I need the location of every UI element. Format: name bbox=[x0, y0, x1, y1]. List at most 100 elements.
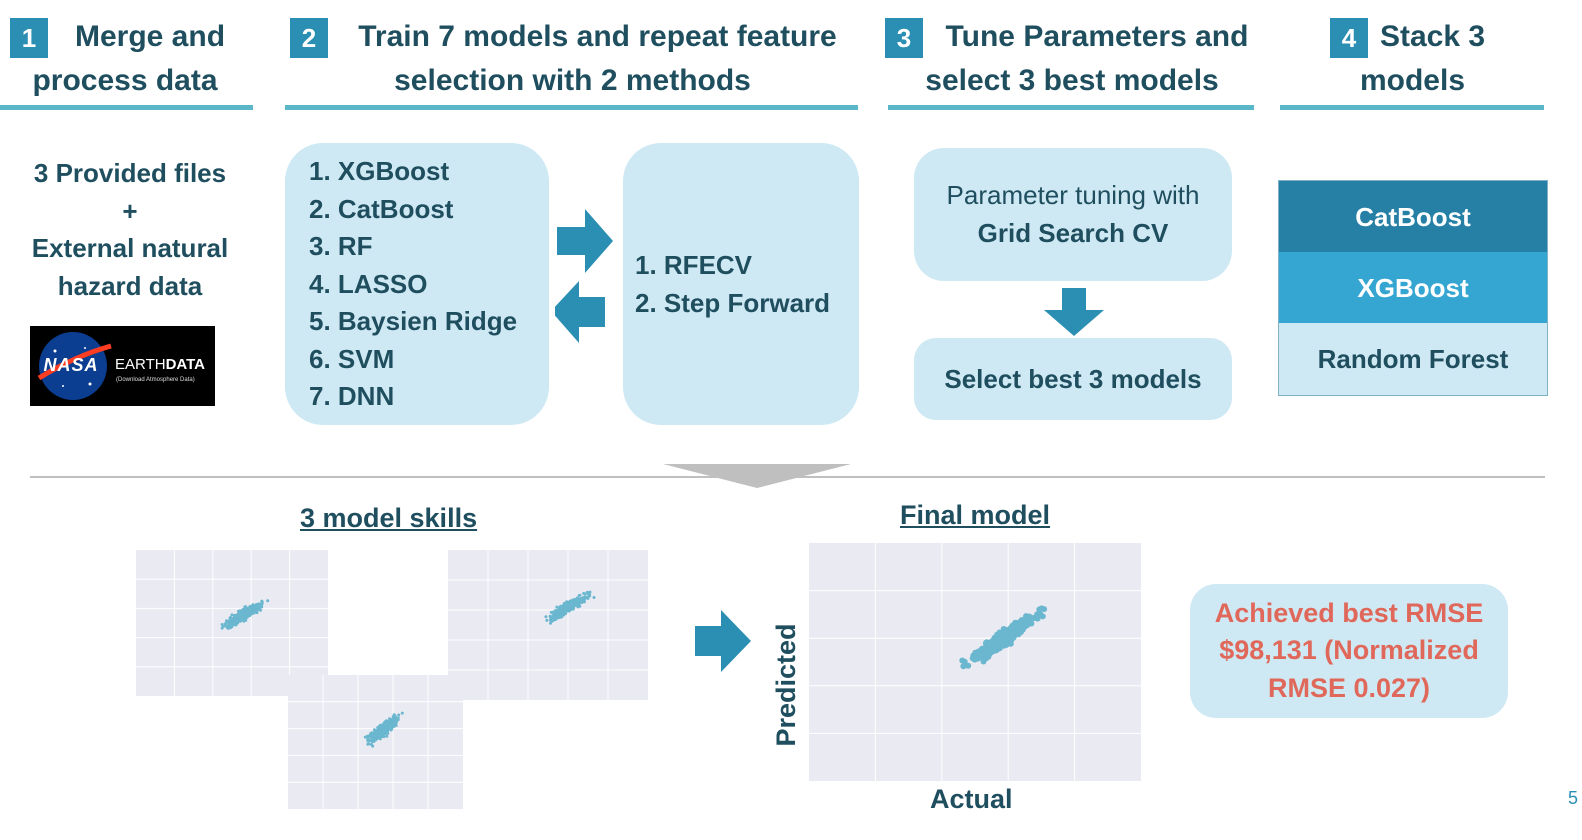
scatter-point bbox=[386, 727, 390, 731]
scatter-point bbox=[1000, 626, 1007, 632]
step-2-number: 2 bbox=[290, 18, 328, 58]
skill-plot-3 bbox=[448, 550, 648, 700]
tuning-box: Parameter tuning with Grid Search CV bbox=[914, 148, 1232, 281]
model-item-rf: 3. RF bbox=[309, 231, 373, 261]
data-sources-line2: + bbox=[122, 195, 138, 226]
scatter-point bbox=[373, 738, 377, 742]
scatter-point bbox=[566, 602, 570, 606]
scatter-point bbox=[980, 658, 987, 665]
scatter-point bbox=[557, 611, 561, 614]
earthdata-subtitle: (Download Atmosphere Data) bbox=[116, 377, 195, 383]
scatter-point bbox=[563, 608, 567, 612]
select-best-box: Select best 3 models bbox=[914, 338, 1232, 420]
scatter-point bbox=[554, 609, 558, 613]
scatter-point bbox=[223, 624, 227, 628]
scatter-point bbox=[385, 734, 389, 738]
scatter-point bbox=[225, 620, 229, 624]
left-arrow-icon bbox=[555, 281, 605, 343]
scatter-point bbox=[548, 618, 552, 622]
scatter-point bbox=[991, 643, 998, 650]
earthdata-data: DATA bbox=[165, 356, 206, 373]
scatter-point bbox=[553, 615, 557, 619]
feature-selection-list: 1. RFECV 2. Step Forward bbox=[635, 247, 830, 322]
scatter-point bbox=[1025, 614, 1032, 621]
data-sources: 3 Provided files + External natural haza… bbox=[10, 155, 250, 305]
scatter-point bbox=[260, 605, 264, 609]
scatter-point bbox=[579, 597, 583, 601]
scatter-point bbox=[369, 732, 373, 736]
scatter-point bbox=[1013, 623, 1020, 630]
scatter-point bbox=[568, 603, 572, 607]
scatter-point bbox=[587, 592, 591, 596]
select-best-label: Select best 3 models bbox=[944, 363, 1202, 394]
scatter-point bbox=[558, 607, 562, 610]
down-arrow-icon bbox=[1044, 288, 1104, 336]
scatter-point bbox=[959, 657, 966, 664]
step-4-title: Stack 3 models bbox=[1330, 15, 1495, 103]
scatter-point bbox=[549, 615, 553, 619]
result-box: Achieved best RMSE $98,131 (Normalized R… bbox=[1190, 584, 1508, 718]
final-model-plot-svg bbox=[809, 543, 1141, 781]
earthdata-earth: EARTH bbox=[115, 356, 166, 373]
step-4-number: 4 bbox=[1330, 18, 1368, 58]
right-arrow-icon bbox=[557, 209, 613, 273]
feature-selection-box: 1. RFECV 2. Step Forward bbox=[623, 143, 859, 425]
step-1-title-line1: Merge and bbox=[74, 20, 226, 53]
skill-plot-3-svg bbox=[448, 550, 648, 700]
scatter-point bbox=[220, 623, 224, 626]
scatter-point bbox=[248, 614, 252, 617]
result-line2: $98,131 (Normalized bbox=[1219, 635, 1479, 666]
scatter-point bbox=[370, 743, 373, 746]
step-3-rule bbox=[888, 105, 1254, 110]
scatter-point bbox=[255, 602, 259, 606]
scatter-point bbox=[393, 714, 397, 718]
scatter-point bbox=[990, 638, 997, 645]
step-4-title-line2: models bbox=[1359, 64, 1466, 97]
step-1-title-line2: process data bbox=[32, 64, 218, 97]
step-3-number: 3 bbox=[885, 18, 923, 58]
scatter-point bbox=[571, 598, 574, 602]
scatter-point bbox=[250, 605, 254, 609]
model-item-xgboost: 1. XGBoost bbox=[309, 156, 450, 186]
step-2-title: Train 7 models and repeat feature select… bbox=[285, 15, 860, 103]
scatter-point bbox=[997, 636, 1004, 643]
scatter-point bbox=[373, 728, 377, 732]
scatter-point bbox=[228, 622, 232, 626]
scatter-point bbox=[563, 601, 567, 605]
final-model-title: Final model bbox=[900, 500, 1051, 530]
scatter-point bbox=[549, 621, 552, 625]
stack-item-random-forest: Random Forest bbox=[1279, 323, 1547, 395]
skill-plot-1-svg bbox=[136, 550, 328, 696]
model-item-dnn: 7. DNN bbox=[309, 381, 395, 411]
step-3-title: Tune Parameters and select 3 best models bbox=[888, 15, 1256, 103]
scatter-point bbox=[238, 611, 242, 615]
scatter-point bbox=[266, 599, 270, 603]
tuning-line1: Parameter tuning with bbox=[946, 180, 1200, 210]
scatter-point bbox=[244, 609, 248, 613]
scatter-point bbox=[240, 616, 243, 619]
step-1-rule bbox=[0, 105, 253, 110]
scatter-point bbox=[588, 594, 592, 598]
nasa-text: NASA bbox=[43, 355, 99, 375]
result-line3: RMSE 0.027) bbox=[1267, 672, 1431, 703]
step-2-rule bbox=[285, 105, 858, 110]
scatter-point bbox=[556, 616, 560, 620]
scatter-point bbox=[400, 711, 404, 715]
skill-plot-2-svg bbox=[288, 675, 463, 809]
nasa-meatball-icon bbox=[37, 332, 112, 400]
scatter-point bbox=[252, 604, 256, 608]
earthdata-logo: NASA EARTHDATA (Download Atmosphere Data… bbox=[30, 326, 215, 406]
right-arrow-final-icon bbox=[695, 610, 751, 672]
scatter-point bbox=[248, 610, 252, 614]
step-3-title-line1: Tune Parameters and bbox=[945, 20, 1249, 53]
scatter-point bbox=[383, 726, 387, 730]
scatter-point bbox=[386, 731, 390, 735]
scatter-point bbox=[255, 608, 259, 612]
scatter-point bbox=[575, 602, 579, 606]
scatter-point bbox=[377, 727, 381, 731]
scatter-point bbox=[244, 615, 248, 619]
scatter-point bbox=[1041, 606, 1048, 613]
scatter-point bbox=[1018, 618, 1024, 624]
scatter-point bbox=[244, 605, 248, 609]
model-item-lasso: 4. LASSO bbox=[309, 268, 428, 299]
